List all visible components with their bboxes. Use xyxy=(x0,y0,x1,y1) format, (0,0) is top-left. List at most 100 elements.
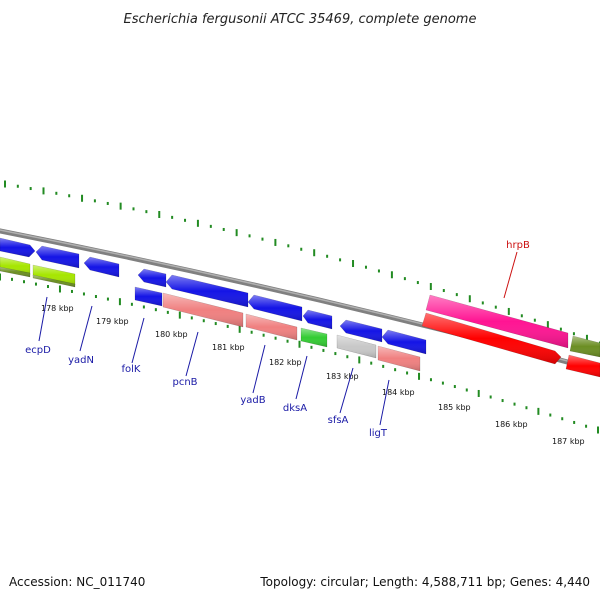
inner-tick-mark xyxy=(94,295,97,299)
outer-tick-mark xyxy=(494,305,497,309)
inner-tick-mark xyxy=(118,298,121,306)
tick-label: 183 kbp xyxy=(326,372,359,381)
gene-label-yadB: yadB xyxy=(240,395,265,406)
outer-tick-mark xyxy=(106,201,109,205)
gene-box-shading xyxy=(0,257,30,275)
gene-arrow-shading xyxy=(248,295,302,321)
inner-tick-mark xyxy=(214,322,217,326)
outer-tick-mark xyxy=(455,293,458,297)
inner-tick-mark xyxy=(334,352,337,356)
outer-tick-mark xyxy=(390,271,393,279)
outer-tick-mark xyxy=(274,238,277,246)
outer-tick-mark xyxy=(158,210,161,218)
gene-arrow-shading xyxy=(340,320,382,342)
gene-arrow-shading xyxy=(0,238,35,257)
tick-label: 182 kbp xyxy=(269,358,302,367)
inner-tick-mark xyxy=(597,426,599,434)
outer-tick-mark xyxy=(248,234,251,238)
inner-tick-mark xyxy=(513,402,516,406)
outer-tick-mark xyxy=(468,295,471,303)
outer-tick-mark xyxy=(507,307,510,315)
gene-labels: ecpD yadN folK pcnB yadB dksA sfsA ligT hrpB xyxy=(25,240,530,439)
inner-tick-mark xyxy=(166,310,169,314)
inner-tick-mark xyxy=(585,424,588,428)
tick-label: 186 kbp xyxy=(495,420,528,429)
gene-label-ligT: ligT xyxy=(369,428,388,439)
leader-line-ligT xyxy=(379,379,390,426)
tick-label: 179 kbp xyxy=(96,317,129,326)
leader-line-ecpD xyxy=(38,296,48,342)
inner-tick-mark xyxy=(46,285,49,289)
inner-tick-mark xyxy=(453,385,456,389)
inner-tick-mark xyxy=(190,316,193,320)
outer-tick-mark xyxy=(261,237,264,241)
outer-tick-ring xyxy=(4,180,600,345)
gene-box-shading xyxy=(301,328,327,347)
outer-tick-mark xyxy=(313,249,316,257)
outer-tick-mark xyxy=(546,321,549,329)
gene-box-shading xyxy=(135,287,162,306)
gene-box-shading xyxy=(246,314,297,340)
outer-tick-mark xyxy=(132,207,135,211)
gene-features xyxy=(0,237,600,378)
inner-tick-mark xyxy=(549,413,552,417)
outer-tick-mark xyxy=(585,334,588,342)
outer-tick-mark xyxy=(235,229,238,237)
gene-box-shading xyxy=(566,355,600,377)
gene-arrow-shading xyxy=(303,310,332,329)
inner-tick-mark xyxy=(310,345,313,349)
gene-arrow-shading xyxy=(84,257,119,277)
inner-tick-mark xyxy=(382,364,385,368)
outer-tick-mark xyxy=(287,244,290,248)
outer-tick-mark xyxy=(209,224,212,228)
outer-tick-mark xyxy=(326,254,329,258)
inner-tick-mark xyxy=(573,420,576,424)
leader-line-pcnB xyxy=(185,331,199,377)
outer-tick-mark xyxy=(352,260,355,268)
inner-tick-mark xyxy=(441,381,444,385)
leader-line-yadN xyxy=(79,305,93,352)
inner-tick-mark xyxy=(142,305,145,309)
inner-tick-mark xyxy=(262,333,265,337)
inner-tick-mark xyxy=(429,378,432,382)
inner-tick-mark xyxy=(358,356,361,364)
gene-arrow-shading xyxy=(36,246,79,268)
gene-box-shading xyxy=(570,336,600,357)
outer-tick-mark xyxy=(196,219,199,227)
outer-tick-mark xyxy=(16,184,19,188)
inner-tick-mark xyxy=(525,406,528,410)
gene-arrow-shading xyxy=(382,330,426,354)
outer-tick-mark xyxy=(93,199,96,203)
inner-tick-mark xyxy=(238,325,241,333)
inner-tick-mark xyxy=(82,292,85,296)
inner-tick-mark xyxy=(561,417,564,421)
outer-tick-mark xyxy=(55,191,58,195)
leader-line-dksA xyxy=(295,355,308,400)
tick-label: 178 kbp xyxy=(41,304,74,313)
inner-tick-mark xyxy=(322,348,325,352)
inner-tick-mark xyxy=(10,277,13,281)
outer-tick-mark xyxy=(171,215,174,219)
outer-tick-mark xyxy=(442,289,445,293)
inner-tick-mark xyxy=(537,407,540,415)
gene-label-ecpD: ecpD xyxy=(25,345,51,356)
gene-box-shading xyxy=(426,295,568,348)
outer-tick-mark xyxy=(81,194,84,202)
outer-tick-mark xyxy=(42,187,45,195)
gene-arrow-shading xyxy=(138,269,166,287)
outer-tick-mark xyxy=(119,202,122,210)
leader-line-sfsA xyxy=(339,367,354,414)
inner-tick-mark xyxy=(465,388,468,392)
inner-tick-mark xyxy=(501,399,504,403)
inner-tick-mark xyxy=(34,282,37,286)
outer-tick-mark xyxy=(68,194,71,198)
inner-tick-mark xyxy=(70,289,73,293)
leader-line-hrpB xyxy=(503,251,518,299)
gene-box-shading xyxy=(378,346,420,371)
outer-tick-mark xyxy=(339,258,342,262)
outer-tick-mark xyxy=(222,227,225,231)
outer-tick-mark xyxy=(4,180,6,188)
inner-tick-ring xyxy=(0,273,599,434)
outer-tick-mark xyxy=(29,187,32,191)
